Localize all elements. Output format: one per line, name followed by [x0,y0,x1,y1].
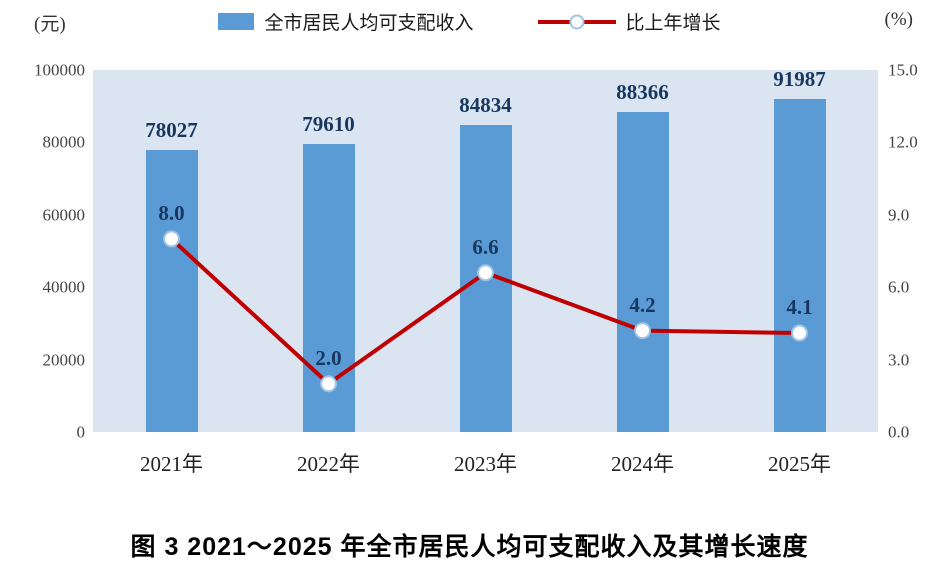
left-axis-unit-label: (元) [34,14,66,35]
x-axis-label: 2023年 [454,452,517,476]
chart-legend: 全市居民人均可支配收入 比上年增长 [0,8,939,35]
legend-item-income-bar: 全市居民人均可支配收入 [218,8,474,35]
right-axis-tick: 12.0 [888,132,918,152]
legend-label-income: 全市居民人均可支配收入 [264,13,474,34]
line-legend-marker-icon [537,14,616,29]
income-bar [302,143,355,432]
left-axis-tick: 40000 [42,277,86,297]
right-axis-tick: 15.0 [888,60,918,80]
income-bar [459,124,512,432]
x-axis-label: 2025年 [768,452,831,476]
bar-value-label: 88366 [616,80,669,105]
right-axis-unit-label: (%) [884,9,913,30]
right-axis-tick: 3.0 [888,350,910,370]
line-value-label: 2.0 [315,345,342,370]
line-value-label: 6.6 [472,234,499,259]
left-axis-tick: 100000 [34,60,85,80]
right-axis-tick: 6.0 [888,277,910,297]
left-axis-tick: 0 [76,422,86,442]
income-bar [145,149,198,432]
income-bar [616,112,669,432]
legend-item-growth-line: 比上年增长 [537,8,721,35]
right-axis-tick: 9.0 [888,205,910,225]
left-axis-tick: 20000 [42,350,86,370]
income-bar [773,99,826,432]
figure-caption: 图 3 2021～2025 年全市居民人均可支配收入及其增长速度 [130,533,809,561]
x-axis-label: 2024年 [611,452,674,476]
line-value-label: 4.2 [629,292,656,317]
right-axis-tick: 0.0 [888,422,910,442]
left-axis-tick: 80000 [42,132,86,152]
line-value-label: 4.1 [786,295,813,320]
bar-value-label: 79610 [302,111,355,136]
legend-label-growth: 比上年增长 [625,13,721,34]
bar-value-label: 91987 [773,67,826,91]
x-axis-label: 2021年 [140,452,203,476]
line-value-label: 8.0 [158,200,185,225]
x-axis-label: 2022年 [297,452,360,476]
left-axis-tick: 60000 [42,205,86,225]
bar-value-label: 84834 [459,92,512,117]
bar-legend-swatch-icon [218,13,255,30]
bar-value-label: 78027 [145,117,198,142]
